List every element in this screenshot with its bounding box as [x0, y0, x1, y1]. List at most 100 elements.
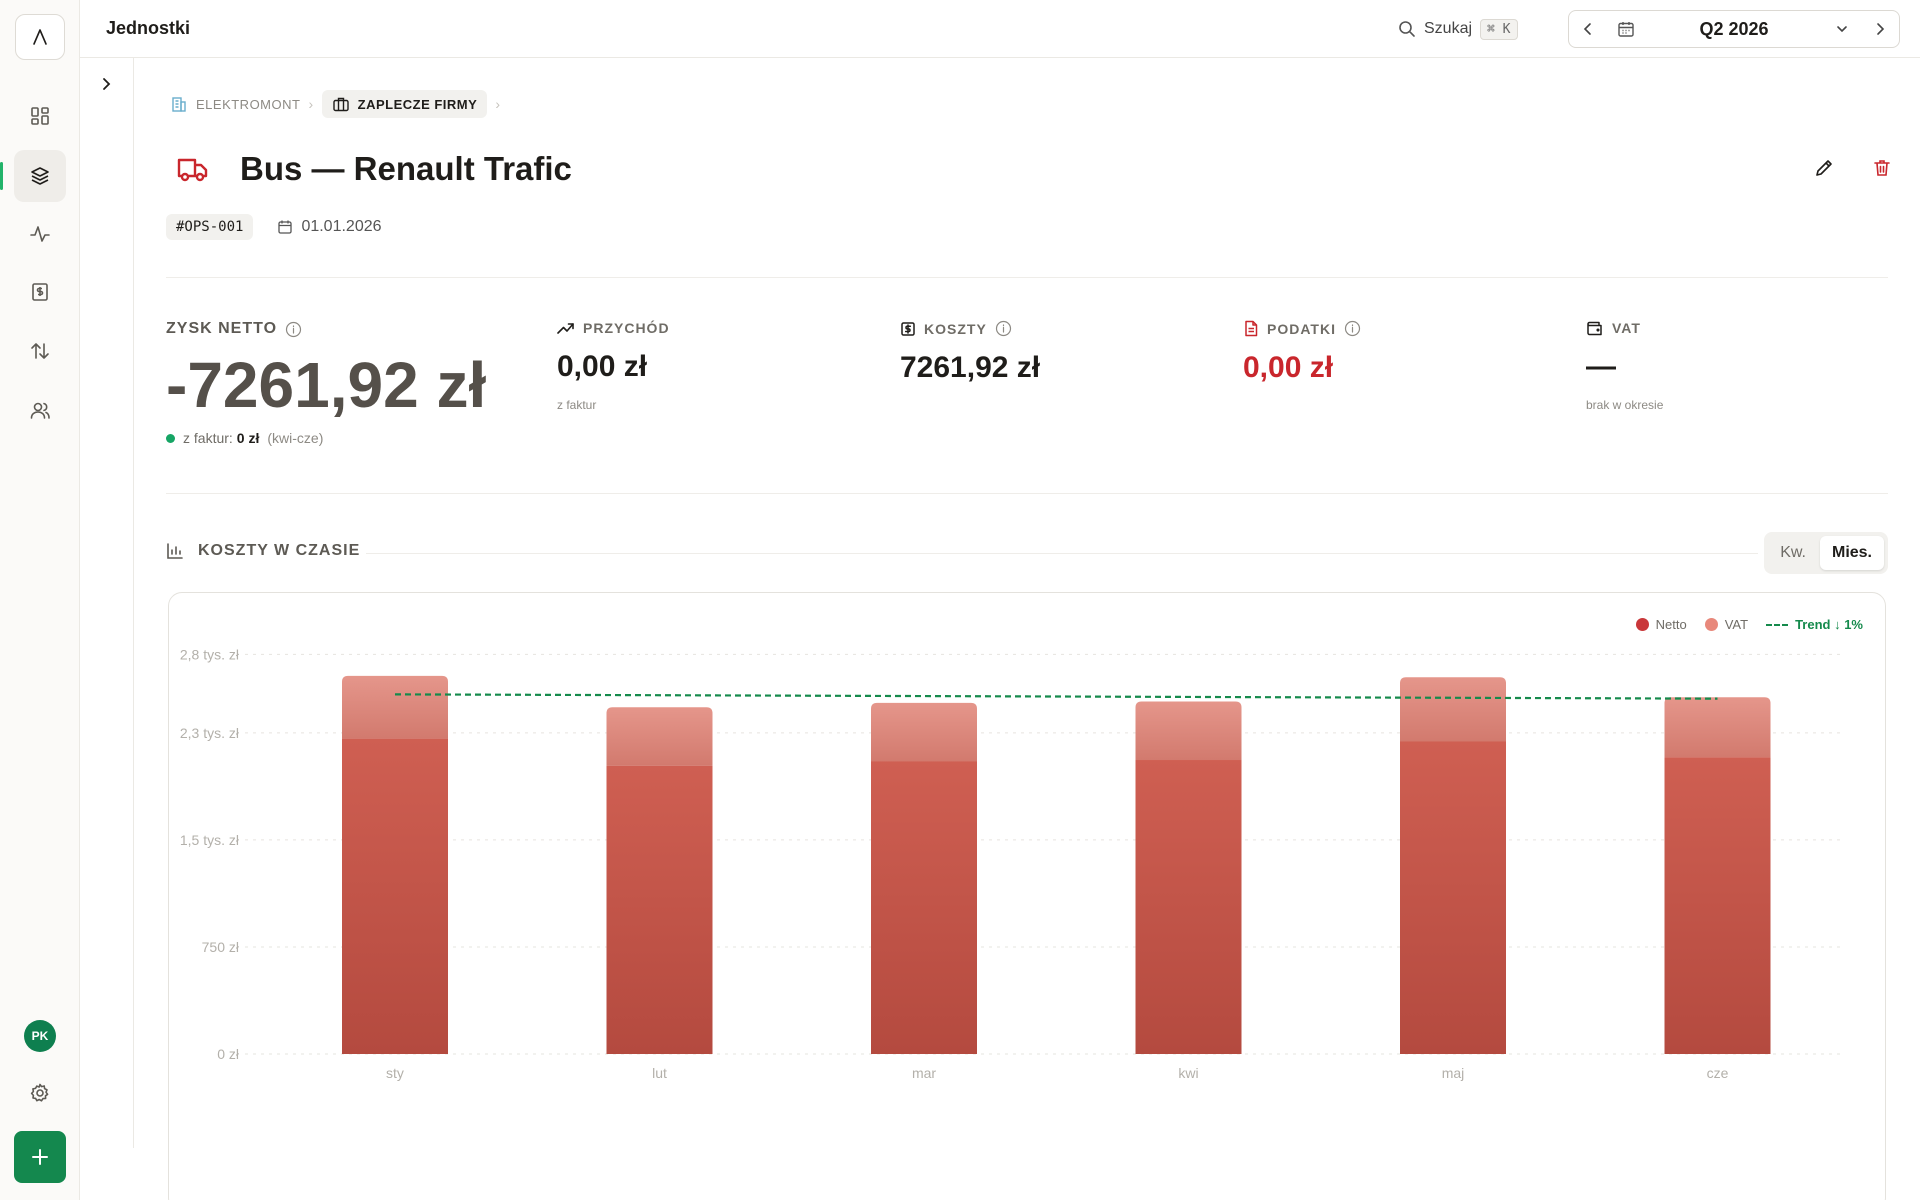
- toggle-monthly[interactable]: Mies.: [1819, 536, 1884, 570]
- kpi-label: PODATKI: [1243, 320, 1361, 337]
- period-dropdown-button[interactable]: [1823, 11, 1861, 47]
- entity-header: Bus — Renault Trafic: [176, 150, 572, 188]
- chevron-left-icon: [1583, 23, 1591, 35]
- chevron-down-icon: [1837, 26, 1847, 33]
- section-title: KOSZTY W CZASIE: [166, 542, 360, 560]
- rail-people-button[interactable]: [14, 384, 66, 436]
- app-logo[interactable]: [15, 14, 65, 60]
- section-title-text: KOSZTY W CZASIE: [198, 542, 361, 559]
- legend-swatch: [1704, 618, 1718, 631]
- kpi-net-profit: ZYSK NETTO -7261,92 zł z faktur: 0 zł (k…: [166, 320, 486, 446]
- period-select[interactable]: Q2 2026: [1699, 18, 1769, 39]
- x-tick-label: kwi: [1178, 1065, 1198, 1081]
- period-next-button[interactable]: [1861, 11, 1899, 47]
- rail-invoices-button[interactable]: [14, 266, 66, 318]
- breadcrumb-item-company[interactable]: ELEKTROMONT: [170, 95, 300, 113]
- search-icon: [1399, 21, 1415, 37]
- calendar-button[interactable]: [1607, 11, 1645, 47]
- legend-label: Netto: [1655, 617, 1687, 632]
- document-icon: [1245, 320, 1258, 337]
- app-rail: PK: [0, 0, 80, 1200]
- calendar-icon: [1618, 22, 1634, 37]
- breadcrumb-item-category[interactable]: ZAPLECZE FIRMY: [321, 90, 488, 118]
- dashboard-icon: [31, 107, 49, 125]
- add-button[interactable]: [14, 1131, 66, 1183]
- legend-item-netto[interactable]: Netto: [1635, 617, 1687, 632]
- kpi-label: KOSZTY: [900, 320, 1040, 337]
- pencil-icon: [1816, 160, 1832, 176]
- bar-vat-maj: [1400, 677, 1506, 742]
- rail-activity-button[interactable]: [14, 208, 66, 260]
- search-button[interactable]: Szukaj ⌘ K: [1398, 16, 1518, 42]
- legend-item-trend[interactable]: Trend ↓ 1%: [1766, 617, 1863, 632]
- bar-netto-mar: [871, 761, 977, 1054]
- kpi-revenue: PRZYCHÓD 0,00 zł z faktur: [557, 320, 670, 412]
- search-label: Szukaj: [1424, 20, 1473, 37]
- gear-icon: [30, 1083, 49, 1102]
- kpi-revenue-label: PRZYCHÓD: [583, 320, 670, 336]
- entity-code: #OPS-001: [166, 214, 254, 240]
- legend-label: Trend ↓ 1%: [1795, 617, 1863, 632]
- costs-chart: 0 zł 750 zł 1,5 tys. zł 2,3 tys. zł 2,8 tys.…: [180, 646, 1845, 1081]
- logo-icon: [33, 29, 47, 45]
- kpi-vat-sub: brak w okresie: [1586, 398, 1664, 412]
- activity-icon: [30, 226, 50, 242]
- info-icon[interactable]: [995, 320, 1012, 337]
- x-tick-label: sty: [386, 1065, 404, 1081]
- kpi-taxes-label: PODATKI: [1267, 320, 1336, 337]
- note-prefix: z faktur:: [183, 430, 233, 446]
- entity-actions: [1814, 158, 1892, 183]
- bar-vat-lut: [606, 707, 713, 766]
- kpi-net-profit-note: z faktur: 0 zł (kwi-cze): [166, 430, 486, 446]
- bar-netto-kwi: [1135, 760, 1242, 1054]
- y-tick-label: 2,8 tys. zł: [180, 646, 240, 662]
- trash-icon: [1874, 160, 1890, 176]
- breadcrumb-separator: ›: [308, 96, 314, 112]
- legend-item-vat[interactable]: VAT: [1704, 617, 1749, 632]
- bar-vat-mar: [871, 702, 977, 762]
- x-tick-label: mar: [912, 1065, 936, 1081]
- kpi-revenue-value: 0,00 zł: [557, 350, 648, 383]
- expand-sidebar-button[interactable]: [98, 76, 114, 97]
- kpi-net-profit-value: -7261,92 zł: [166, 349, 487, 421]
- kpi-vat: VAT — brak w okresie: [1586, 320, 1663, 412]
- bar-netto-sty: [342, 738, 448, 1054]
- rail-transfers-button[interactable]: [14, 325, 66, 377]
- y-tick-label: 0 zł: [217, 1046, 240, 1062]
- period-prev-button[interactable]: [1569, 11, 1607, 47]
- kpi-vat-value: —: [1586, 350, 1616, 383]
- y-tick-label: 2,3 tys. zł: [180, 725, 240, 741]
- active-indicator: [0, 162, 3, 190]
- x-tick-label: cze: [1707, 1065, 1729, 1081]
- wallet-icon: [1587, 321, 1602, 336]
- info-icon[interactable]: [1344, 320, 1361, 337]
- bar-chart-icon: [167, 543, 183, 559]
- breadcrumb-separator: ›: [495, 96, 501, 112]
- trend-line: [394, 693, 1718, 700]
- main-content: ELEKTROMONT › ZAPLECZE FIRMY › Bus — Ren…: [134, 58, 1920, 1200]
- rail-units-button[interactable]: [14, 150, 66, 202]
- breadcrumb: ELEKTROMONT › ZAPLECZE FIRMY ›: [170, 90, 500, 118]
- kpi-costs: KOSZTY 7261,92 zł: [900, 320, 1040, 385]
- toggle-quarterly[interactable]: Kw.: [1780, 544, 1806, 561]
- building-icon: [172, 97, 186, 112]
- kpi-net-profit-label: ZYSK NETTO: [166, 320, 278, 337]
- edit-button[interactable]: [1814, 158, 1834, 183]
- bar-vat-sty: [342, 675, 448, 739]
- kpi-label: VAT: [1586, 320, 1663, 336]
- info-icon[interactable]: [285, 321, 302, 338]
- user-avatar[interactable]: PK: [24, 1020, 56, 1052]
- kpi-costs-label: KOSZTY: [924, 320, 987, 337]
- search-shortcut: ⌘ K: [1480, 18, 1518, 40]
- legend-label: VAT: [1724, 617, 1749, 632]
- trending-up-icon: [557, 323, 574, 334]
- delete-button[interactable]: [1872, 158, 1892, 183]
- note-range: (kwi-cze): [267, 430, 324, 446]
- rail-dashboard-button[interactable]: [14, 90, 66, 142]
- transfer-arrows-icon: [31, 343, 49, 359]
- x-tick-label: maj: [1442, 1065, 1465, 1081]
- rail-settings-button[interactable]: [14, 1067, 66, 1119]
- entity-meta: #OPS-001 01.01.2026: [166, 214, 382, 240]
- truck-icon: [177, 158, 208, 182]
- kpi-label: PRZYCHÓD: [557, 320, 670, 336]
